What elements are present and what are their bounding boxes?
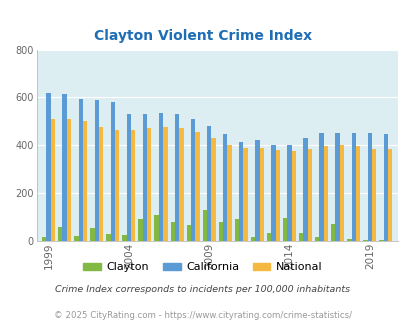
Bar bbox=[335, 133, 339, 241]
Bar bbox=[190, 119, 195, 241]
Bar bbox=[115, 130, 119, 241]
Bar bbox=[147, 128, 151, 241]
Bar bbox=[122, 235, 126, 241]
Bar bbox=[202, 210, 207, 241]
Bar bbox=[131, 130, 135, 241]
Bar bbox=[222, 134, 227, 241]
Bar bbox=[207, 126, 211, 241]
Bar bbox=[330, 224, 335, 241]
Bar bbox=[154, 214, 158, 241]
Bar bbox=[195, 132, 199, 241]
Bar bbox=[170, 222, 175, 241]
Legend: Clayton, California, National: Clayton, California, National bbox=[79, 258, 326, 277]
Text: Crime Index corresponds to incidents per 100,000 inhabitants: Crime Index corresponds to incidents per… bbox=[55, 285, 350, 294]
Bar bbox=[67, 119, 71, 241]
Bar bbox=[111, 102, 115, 241]
Bar bbox=[378, 240, 383, 241]
Bar bbox=[314, 237, 319, 241]
Bar bbox=[266, 233, 271, 241]
Bar bbox=[367, 133, 371, 241]
Bar bbox=[90, 228, 94, 241]
Text: Clayton Violent Crime Index: Clayton Violent Crime Index bbox=[94, 29, 311, 43]
Bar bbox=[355, 147, 359, 241]
Bar bbox=[298, 233, 303, 241]
Bar bbox=[58, 226, 62, 241]
Bar bbox=[218, 222, 222, 241]
Bar bbox=[94, 100, 99, 241]
Bar bbox=[339, 145, 343, 241]
Bar bbox=[250, 237, 255, 241]
Bar bbox=[275, 150, 279, 241]
Bar bbox=[78, 99, 83, 241]
Bar bbox=[51, 119, 55, 241]
Bar bbox=[303, 138, 307, 241]
Bar bbox=[46, 92, 51, 241]
Bar bbox=[158, 113, 163, 241]
Bar bbox=[62, 94, 67, 241]
Bar bbox=[175, 114, 179, 241]
Bar bbox=[371, 149, 375, 241]
Bar bbox=[259, 148, 263, 241]
Bar bbox=[99, 127, 103, 241]
Bar bbox=[42, 237, 46, 241]
Bar bbox=[387, 149, 391, 241]
Bar bbox=[255, 141, 259, 241]
Bar bbox=[143, 114, 147, 241]
Bar bbox=[323, 147, 327, 241]
Bar bbox=[282, 218, 287, 241]
Bar bbox=[74, 236, 78, 241]
Bar bbox=[211, 138, 215, 241]
Bar bbox=[346, 239, 351, 241]
Bar bbox=[287, 145, 291, 241]
Text: © 2025 CityRating.com - https://www.cityrating.com/crime-statistics/: © 2025 CityRating.com - https://www.city… bbox=[54, 312, 351, 320]
Bar bbox=[239, 142, 243, 241]
Bar bbox=[126, 114, 131, 241]
Bar bbox=[106, 234, 111, 241]
Bar bbox=[362, 240, 367, 241]
Bar bbox=[243, 148, 247, 241]
Bar bbox=[307, 149, 311, 241]
Bar bbox=[138, 219, 143, 241]
Bar bbox=[271, 145, 275, 241]
Bar bbox=[83, 121, 87, 241]
Bar bbox=[186, 225, 190, 241]
Bar bbox=[179, 128, 183, 241]
Bar bbox=[351, 133, 355, 241]
Bar bbox=[319, 133, 323, 241]
Bar bbox=[383, 134, 387, 241]
Bar bbox=[291, 151, 295, 241]
Bar bbox=[234, 219, 239, 241]
Bar bbox=[227, 145, 231, 241]
Bar bbox=[163, 127, 167, 241]
